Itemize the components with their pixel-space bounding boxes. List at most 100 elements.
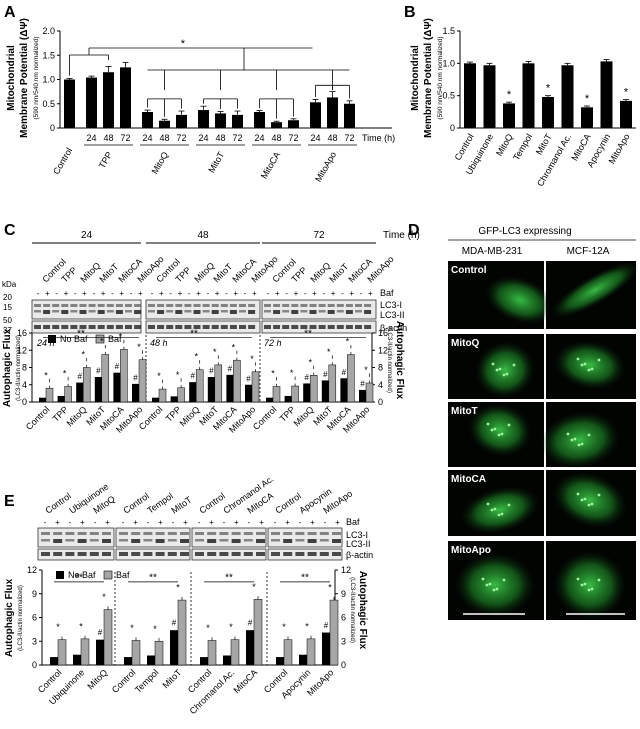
band-actin: [211, 325, 219, 329]
baf-sign: +: [80, 518, 85, 527]
bar-no-baf: [96, 639, 104, 665]
category-label: MitoT: [160, 667, 183, 690]
band-actin: [207, 552, 217, 556]
baf-sign: +: [159, 289, 164, 298]
band-lc3-2: [271, 539, 280, 542]
tick-label: 16: [378, 328, 388, 338]
category-label: MitoQ: [292, 404, 316, 428]
band-lc3-1: [155, 532, 165, 535]
band-lc3-2: [65, 539, 75, 542]
baf-sign: -: [130, 289, 133, 298]
bar-no-baf: [200, 657, 208, 665]
hash: #: [324, 621, 329, 630]
lc3-puncta: [490, 508, 494, 512]
band-lc3-2: [193, 310, 201, 314]
gfp-cell: [455, 553, 535, 617]
band-lc3-2: [307, 539, 317, 543]
bar-no-baf: [57, 395, 65, 402]
band-lc3-2: [207, 539, 217, 543]
double-star: **: [225, 572, 233, 583]
category-label: MitoQ: [178, 404, 202, 428]
band-lc3-1: [364, 304, 372, 307]
bar-no-baf: [207, 376, 215, 402]
baf-sign: +: [105, 518, 110, 527]
star: *: [346, 337, 350, 347]
lc3-puncta: [485, 583, 489, 587]
band-actin: [41, 552, 50, 556]
row-label: MitoQ: [451, 338, 480, 349]
lc3-puncta: [502, 373, 506, 377]
star: *: [507, 89, 512, 101]
star: *: [364, 365, 368, 375]
lc3-puncta: [491, 362, 495, 366]
lane-label: Control: [121, 491, 151, 516]
hash: #: [323, 370, 328, 379]
band-lc3-1: [106, 304, 114, 307]
band-lc3-1: [229, 304, 237, 307]
lc3-puncta: [583, 497, 587, 501]
baf-sign: +: [368, 289, 373, 298]
band-actin: [256, 552, 265, 556]
panel-a-chart: 0 0.5 1.0 1.5 2.0 Mitochondrial Membrane Poten…: [6, 18, 395, 183]
band-lc3-2: [211, 310, 219, 314]
panel-label-b: B: [404, 4, 416, 21]
lc3-puncta: [505, 372, 509, 376]
band-lc3-1: [243, 532, 253, 535]
band-lc3-2: [34, 310, 41, 313]
band-lc3-2: [256, 539, 265, 543]
band-actin: [131, 552, 141, 556]
band-lc3-2: [219, 539, 229, 542]
band-lc3-1: [355, 304, 362, 307]
time-header: 24: [81, 230, 93, 241]
legend-swatch-no-baf: [56, 571, 64, 579]
lc3-puncta: [590, 502, 594, 506]
bar: [327, 97, 338, 128]
lc3-puncta: [486, 502, 490, 506]
band-actin: [52, 325, 60, 329]
band-actin: [273, 325, 281, 329]
lc3-puncta: [590, 367, 594, 371]
star: *: [194, 352, 198, 362]
lc3-puncta: [493, 507, 497, 511]
bar-no-baf: [39, 397, 46, 402]
lane-label: MitoApo: [365, 254, 395, 284]
column-label: MCF-12A: [567, 246, 610, 257]
gfp-cell: [475, 341, 535, 399]
bar-baf: [365, 382, 374, 403]
star: *: [102, 592, 106, 602]
band-label: LC3-I: [380, 300, 402, 310]
hash: #: [77, 372, 82, 381]
panel-label-d: D: [408, 222, 420, 239]
band-lc3-1: [248, 304, 256, 307]
time-header: 72: [313, 230, 325, 241]
lane-label: MitoT: [97, 261, 120, 284]
lc3-puncta: [488, 582, 492, 586]
bar-no-baf: [94, 376, 102, 402]
bar-no-baf: [226, 374, 234, 402]
band-actin: [61, 325, 69, 329]
blot-lc3: [37, 527, 115, 548]
band-lc3-1: [61, 304, 69, 307]
band-lc3-1: [65, 532, 75, 535]
band-actin: [220, 325, 228, 329]
legend-label: No Baf: [60, 334, 88, 344]
row-label: MitoApo: [451, 545, 491, 556]
band-actin: [125, 325, 132, 329]
baf-sign: +: [178, 289, 183, 298]
band-lc3-2: [157, 310, 165, 314]
time-label: 48: [215, 133, 225, 143]
band-lc3-1: [211, 304, 219, 307]
bar: [271, 122, 282, 128]
band-actin: [318, 325, 326, 329]
bar-baf: [306, 638, 316, 666]
band-lc3-1: [143, 532, 153, 535]
baf-sign: -: [188, 289, 191, 298]
star: *: [232, 342, 236, 352]
baf-sign: -: [223, 518, 226, 527]
double-star: **: [301, 572, 309, 583]
time-label: 72: [176, 133, 186, 143]
lane-label: MitoT: [327, 261, 350, 284]
band-lc3-1: [79, 304, 87, 307]
bar-baf: [45, 387, 54, 403]
